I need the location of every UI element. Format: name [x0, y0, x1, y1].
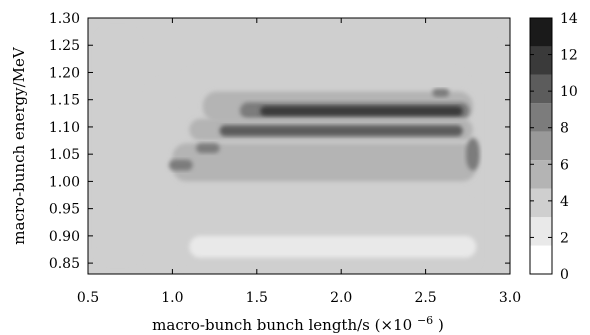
- heatmap-region-blob-1.06: [196, 143, 220, 154]
- x-tick-label: 2.5: [414, 290, 436, 306]
- y-tick-label: 1.20: [49, 65, 80, 81]
- colorbar-frame: [529, 17, 553, 275]
- colorbar: [529, 17, 553, 275]
- heatmap-region-band-1.13-core: [260, 106, 463, 117]
- y-tick-label: 1.10: [49, 120, 80, 136]
- x-axis-label-text: macro-bunch bunch length/s: [152, 316, 370, 334]
- x-tick-label: 3.0: [499, 290, 521, 306]
- y-tick-label: 1.00: [49, 174, 80, 190]
- x-axis-close: ): [438, 316, 444, 334]
- heatmap-region-right-strip: [486, 23, 500, 269]
- colorbar-tick-label: 0: [560, 267, 569, 283]
- x-tick-label: 1.5: [246, 290, 268, 306]
- y-tick-label: 0.85: [49, 256, 80, 272]
- heatmap-region-band-1.09-core: [219, 125, 463, 137]
- colorbar-swatch: [530, 74, 552, 104]
- colorbar-tick-label: 4: [560, 194, 569, 210]
- plot-area: [88, 18, 510, 274]
- y-tick-label: 0.90: [49, 229, 80, 245]
- colorbar-tick-label: 12: [560, 48, 578, 64]
- y-tick-label: 1.25: [49, 38, 80, 54]
- heatmap-region-mid-band: [172, 143, 477, 182]
- colorbar-swatch: [530, 217, 552, 246]
- heatmap-region-blob-2.60: [432, 88, 450, 97]
- y-tick-label: 1.05: [49, 147, 80, 163]
- colorbar-ticks: 0 2 4 6 8 10 12 14: [530, 11, 578, 283]
- colorbar-swatch: [530, 160, 552, 189]
- y-axis: 0.85 0.90 0.95 1.00 1.05 1.10 1.15 1.20 1.25 1.30: [49, 11, 510, 272]
- x-tick-label: 0.5: [77, 290, 99, 306]
- x-tick-label: 1.0: [161, 290, 183, 306]
- heatmap-region-bottom-light: [189, 235, 477, 258]
- heatmap-region-lower-band: [180, 200, 480, 272]
- colorbar-tick-label: 6: [560, 157, 569, 173]
- colorbar-swatch: [530, 46, 552, 75]
- heatmap-region-blob-1.03: [169, 159, 193, 171]
- heatmap-region-left-strip: [96, 28, 139, 264]
- x-axis: 0.5 1.0 1.5 2.0 2.5 3.0: [77, 18, 521, 306]
- colorbar-swatch: [530, 18, 552, 47]
- colorbar-tick-label: 2: [560, 230, 569, 246]
- colorbar-swatch: [530, 245, 552, 274]
- x-tick-label: 2.0: [330, 290, 352, 306]
- plot-frame: [87, 17, 511, 275]
- colorbar-tick-label: 8: [560, 121, 569, 137]
- heatmap-region-right-edge: [466, 137, 480, 171]
- colorbar-tick-label: 10: [560, 84, 578, 100]
- colorbar-swatch: [530, 103, 552, 132]
- colorbar-swatch: [530, 131, 552, 161]
- y-tick-label: 1.30: [49, 11, 80, 27]
- x-axis-exponent: −6: [417, 314, 433, 327]
- y-tick-label: 1.15: [49, 93, 80, 109]
- colorbar-tick-label: 14: [560, 11, 578, 27]
- x-axis-label: macro-bunch bunch length/s (×10 −6 ): [152, 310, 444, 334]
- colorbar-swatch: [530, 188, 552, 218]
- y-tick-label: 0.95: [49, 202, 80, 218]
- x-axis-multiplier: (×10: [375, 316, 413, 334]
- y-axis-label: macro-bunch energy/MeV: [10, 46, 28, 245]
